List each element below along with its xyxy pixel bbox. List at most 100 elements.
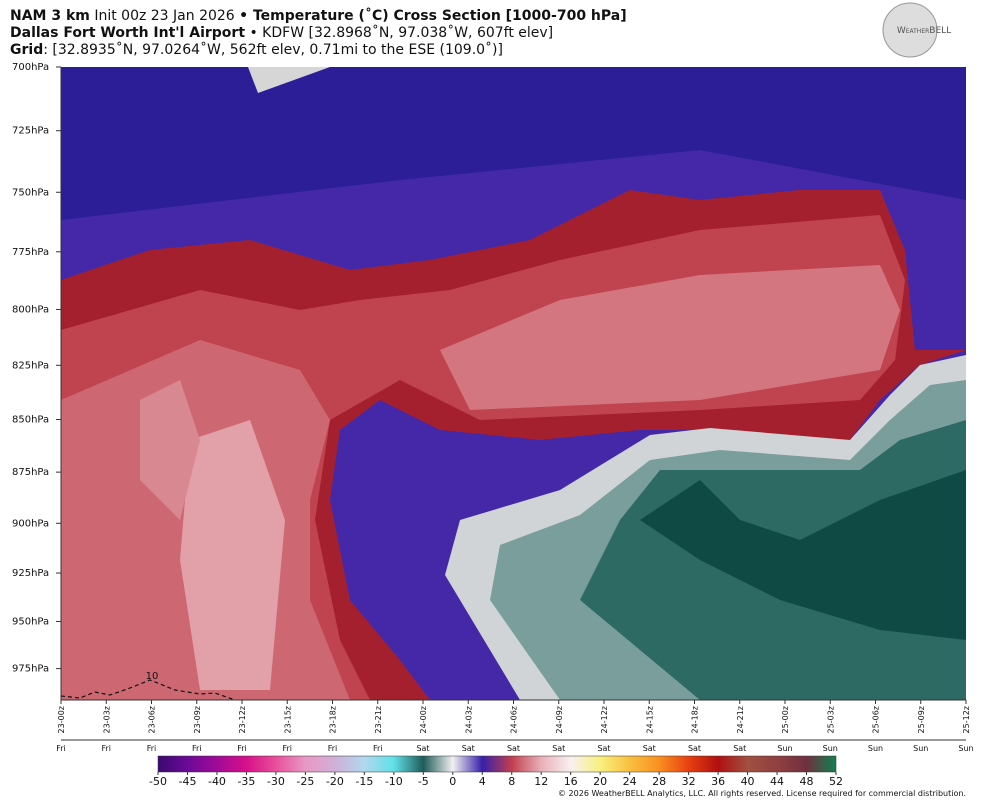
x-tick-label: 23-09z [193,706,202,733]
station-name: Dallas Fort Worth Int'l Airport [10,25,245,41]
x-tick-label: 25-03z [826,706,835,733]
logo: WeatherBELL [882,2,951,58]
header-line: Grid: [32.8935˚N, 97.0264˚W, 562ft elev,… [10,41,503,58]
colorbar-label: -30 [267,775,285,788]
y-tick-label: 875hPa [12,467,49,478]
day-label: Fri [192,744,202,753]
x-tick-label: 23-15z [283,706,292,733]
day-label: Fri [237,744,247,753]
x-tick-label: 23-18z [329,706,338,733]
day-label: Fri [147,744,157,753]
colorbar-label: -40 [208,775,226,788]
y-tick-label: 925hPa [12,568,49,579]
x-tick-label: 24-18z [691,706,700,733]
day-label: Sat [462,744,475,753]
y-tick-label: 900hPa [12,518,49,529]
colorbar-label: -25 [296,775,314,788]
colorbar-label: 40 [741,775,755,788]
colorbar-label: -15 [355,775,373,788]
warm-core [440,265,900,410]
x-tick-label: 23-00z [57,706,66,733]
x-tick-label: 25-12z [962,706,971,733]
y-tick-label: 700hPa [12,62,49,73]
init: Init 00z 23 Jan 2026 [94,8,234,24]
day-label: Sun [958,744,973,753]
colorbar-label: 4 [479,775,486,788]
colorbar-label: -45 [178,775,196,788]
colorbar-label: -20 [326,775,344,788]
x-tick-label: 23-03z [102,706,111,733]
cold-aloft [61,67,966,220]
station: • KDFW [32.8968˚N, 97.038˚W, 607ft elev] [249,24,553,41]
colorbar-label: 16 [564,775,578,788]
logo-text: WeatherBELL [897,26,951,36]
day-label: Sat [552,744,565,753]
x-tick-label: 25-09z [917,706,926,733]
day-label: Fri [101,744,111,753]
colorbar-label: 52 [829,775,843,788]
colorbar-label: 24 [623,775,637,788]
colorbar-label: 44 [770,775,784,788]
x-tick-label: 24-15z [645,706,654,733]
x-tick-label: 23-06z [148,706,157,733]
y-tick-label: 825hPa [12,360,49,371]
day-label: Sat [507,744,520,753]
day-label: Fri [373,744,383,753]
day-label: Fri [282,744,292,753]
x-tick-label: 25-00z [781,706,790,733]
colorbar-label: 0 [449,775,456,788]
x-tick-label: 24-12z [600,706,609,733]
x-tick-label: 24-00z [419,706,428,733]
colorbar-label: 28 [652,775,666,788]
x-tick-label: 24-21z [736,706,745,733]
x-tick-label: 23-21z [374,706,383,733]
model: NAM 3 km [10,8,90,24]
day-label: Fri [56,744,66,753]
header-line: Dallas Fort Worth Int'l Airport • KDFW [… [10,24,553,41]
x-tick-label: 24-06z [510,706,519,733]
warm-max [140,380,200,520]
colorbar-label: -50 [149,775,167,788]
missing-data [248,67,330,93]
cold-core [640,470,966,640]
colorbar-label: -10 [385,775,403,788]
x-tick-label: 24-03z [464,706,473,733]
day-label: Sun [823,744,838,753]
x-tick-label: 23-12z [238,706,247,733]
colorbar-label: -5 [418,775,429,788]
day-label: Sun [913,744,928,753]
x-tick-label: 24-09z [555,706,564,733]
colorbar-label: 12 [534,775,548,788]
day-label: Fri [328,744,338,753]
day-label: Sat [643,744,656,753]
day-label: Sat [688,744,701,753]
y-tick-label: 950hPa [12,616,49,627]
warm-max [180,420,285,690]
colorbar-label: 36 [711,775,725,788]
field: 10 [60,67,966,701]
contour-label: 10 [146,671,159,682]
colorbar-label: -35 [237,775,255,788]
day-label: Sat [416,744,429,753]
day-label: Sat [597,744,610,753]
header-line: NAM 3 km Init 00z 23 Jan 2026 • Temperat… [10,7,627,24]
y-tick-label: 975hPa [12,664,49,675]
y-tick-label: 775hPa [12,247,49,258]
colorbar-label: 32 [682,775,696,788]
colorbar-label: 48 [800,775,814,788]
y-tick-label: 850hPa [12,415,49,426]
colorbar [157,755,837,773]
y-tick-label: 800hPa [12,304,49,315]
day-label: Sat [733,744,746,753]
y-tick-label: 750hPa [12,187,49,198]
day-label: Sun [868,744,883,753]
colorbar-label: 8 [508,775,515,788]
y-tick-label: 725hPa [12,126,49,137]
footer: © 2026 WeatherBELL Analytics, LLC. All r… [558,789,966,798]
x-tick-label: 25-06z [872,706,881,733]
product: • Temperature (˚C) Cross Section [1000-7… [239,7,626,24]
logo-circle [882,2,938,58]
grid-location: : [32.8935˚N, 97.0264˚W, 562ft elev, 0.7… [43,41,503,58]
grid-key: Grid [10,42,43,58]
